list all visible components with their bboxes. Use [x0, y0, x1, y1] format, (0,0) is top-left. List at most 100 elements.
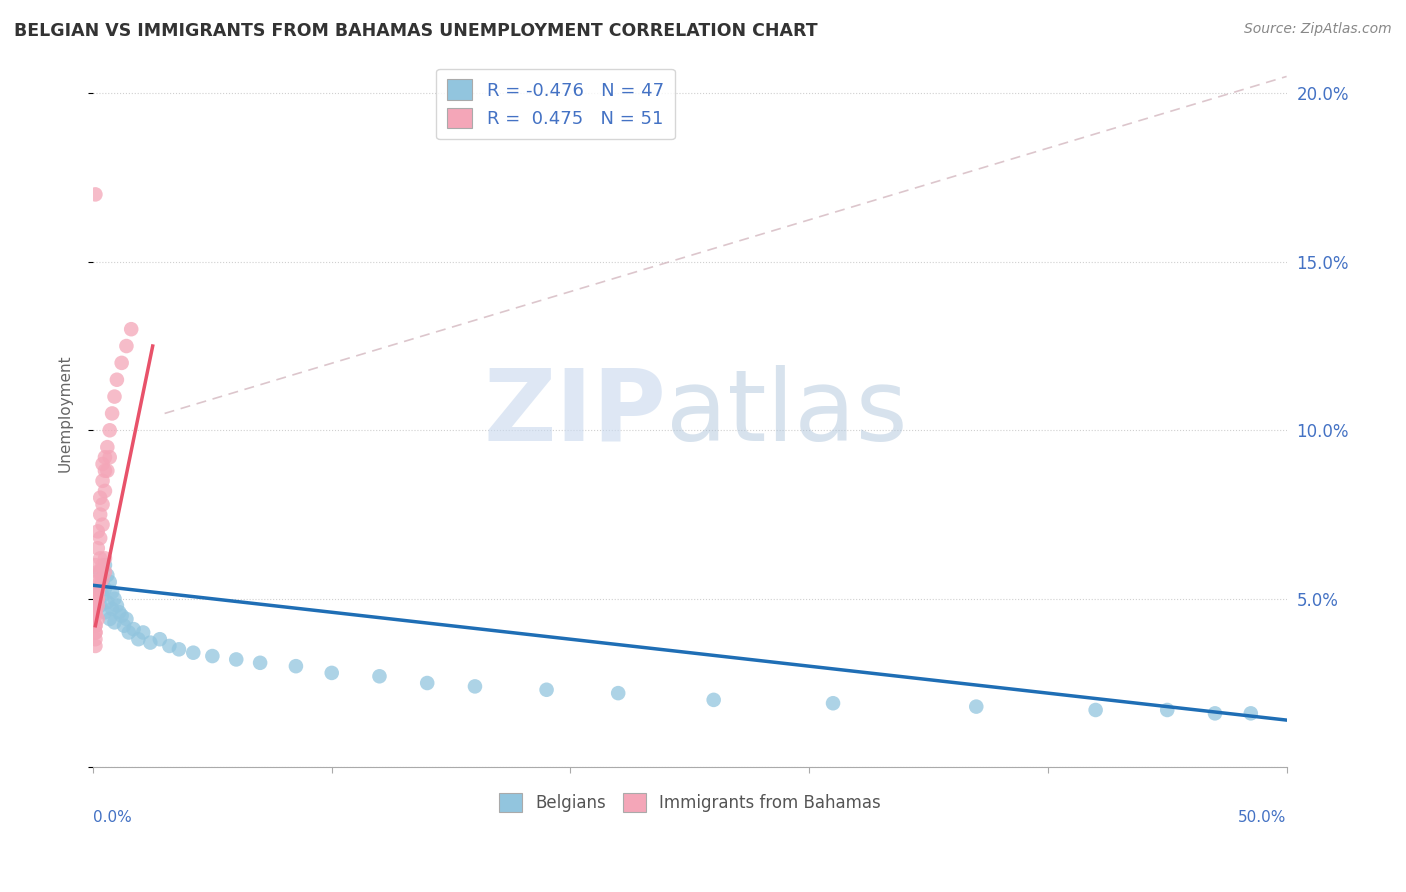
Point — [87, 541, 110, 556]
Point — [249, 656, 271, 670]
Point — [89, 574, 111, 589]
Point — [91, 497, 114, 511]
Point — [368, 669, 391, 683]
Text: 0.0%: 0.0% — [93, 810, 132, 825]
Point — [94, 464, 117, 478]
Point — [87, 591, 110, 606]
Point — [98, 423, 121, 437]
Point — [91, 457, 114, 471]
Point — [98, 612, 121, 626]
Point — [87, 585, 110, 599]
Point — [91, 574, 114, 589]
Point — [84, 639, 107, 653]
Point — [91, 474, 114, 488]
Point — [87, 591, 110, 606]
Point — [139, 635, 162, 649]
Y-axis label: Unemployment: Unemployment — [58, 355, 72, 472]
Point — [157, 639, 180, 653]
Point — [118, 625, 141, 640]
Point — [108, 605, 131, 619]
Point — [284, 659, 307, 673]
Point — [91, 588, 114, 602]
Point — [101, 406, 124, 420]
Point — [94, 582, 117, 596]
Point — [89, 491, 111, 505]
Text: 50.0%: 50.0% — [1239, 810, 1286, 825]
Point — [84, 618, 107, 632]
Point — [89, 508, 111, 522]
Point — [89, 565, 111, 579]
Point — [94, 605, 117, 619]
Point — [84, 605, 107, 619]
Point — [87, 585, 110, 599]
Point — [821, 696, 844, 710]
Point — [84, 625, 107, 640]
Point — [84, 618, 107, 632]
Point — [111, 356, 134, 370]
Point — [149, 632, 172, 647]
Point — [181, 646, 204, 660]
Point — [1084, 703, 1107, 717]
Point — [321, 665, 343, 680]
Text: ZIP: ZIP — [484, 365, 666, 462]
Point — [91, 517, 114, 532]
Point — [225, 652, 247, 666]
Point — [201, 648, 224, 663]
Point — [115, 612, 138, 626]
Point — [607, 686, 630, 700]
Point — [105, 373, 128, 387]
Point — [1156, 703, 1178, 717]
Point — [84, 187, 107, 202]
Point — [84, 574, 107, 589]
Point — [84, 605, 107, 619]
Point — [112, 618, 135, 632]
Point — [111, 608, 134, 623]
Point — [103, 615, 125, 630]
Point — [98, 450, 121, 465]
Point — [91, 572, 114, 586]
Point — [94, 558, 117, 572]
Point — [416, 676, 439, 690]
Point — [965, 699, 987, 714]
Point — [105, 599, 128, 613]
Point — [1240, 706, 1263, 721]
Point — [96, 595, 118, 609]
Point — [84, 599, 107, 613]
Legend: Belgians, Immigrants from Bahamas: Belgians, Immigrants from Bahamas — [492, 787, 887, 819]
Point — [94, 565, 117, 579]
Point — [84, 625, 107, 640]
Point — [1204, 706, 1226, 721]
Point — [96, 568, 118, 582]
Point — [101, 585, 124, 599]
Point — [96, 440, 118, 454]
Point — [103, 390, 125, 404]
Point — [89, 531, 111, 545]
Point — [91, 558, 114, 572]
Point — [115, 339, 138, 353]
Point — [87, 565, 110, 579]
Point — [84, 632, 107, 647]
Point — [536, 682, 558, 697]
Point — [87, 585, 110, 599]
Point — [87, 612, 110, 626]
Point — [167, 642, 190, 657]
Point — [132, 625, 155, 640]
Point — [98, 574, 121, 589]
Point — [101, 602, 124, 616]
Point — [89, 599, 111, 613]
Point — [89, 565, 111, 579]
Point — [84, 591, 107, 606]
Point — [127, 632, 149, 647]
Point — [84, 558, 107, 572]
Point — [89, 551, 111, 566]
Point — [94, 483, 117, 498]
Point — [84, 608, 107, 623]
Text: Source: ZipAtlas.com: Source: ZipAtlas.com — [1244, 22, 1392, 37]
Point — [87, 524, 110, 539]
Point — [96, 464, 118, 478]
Point — [89, 578, 111, 592]
Point — [103, 591, 125, 606]
Point — [94, 450, 117, 465]
Point — [122, 622, 145, 636]
Point — [464, 679, 486, 693]
